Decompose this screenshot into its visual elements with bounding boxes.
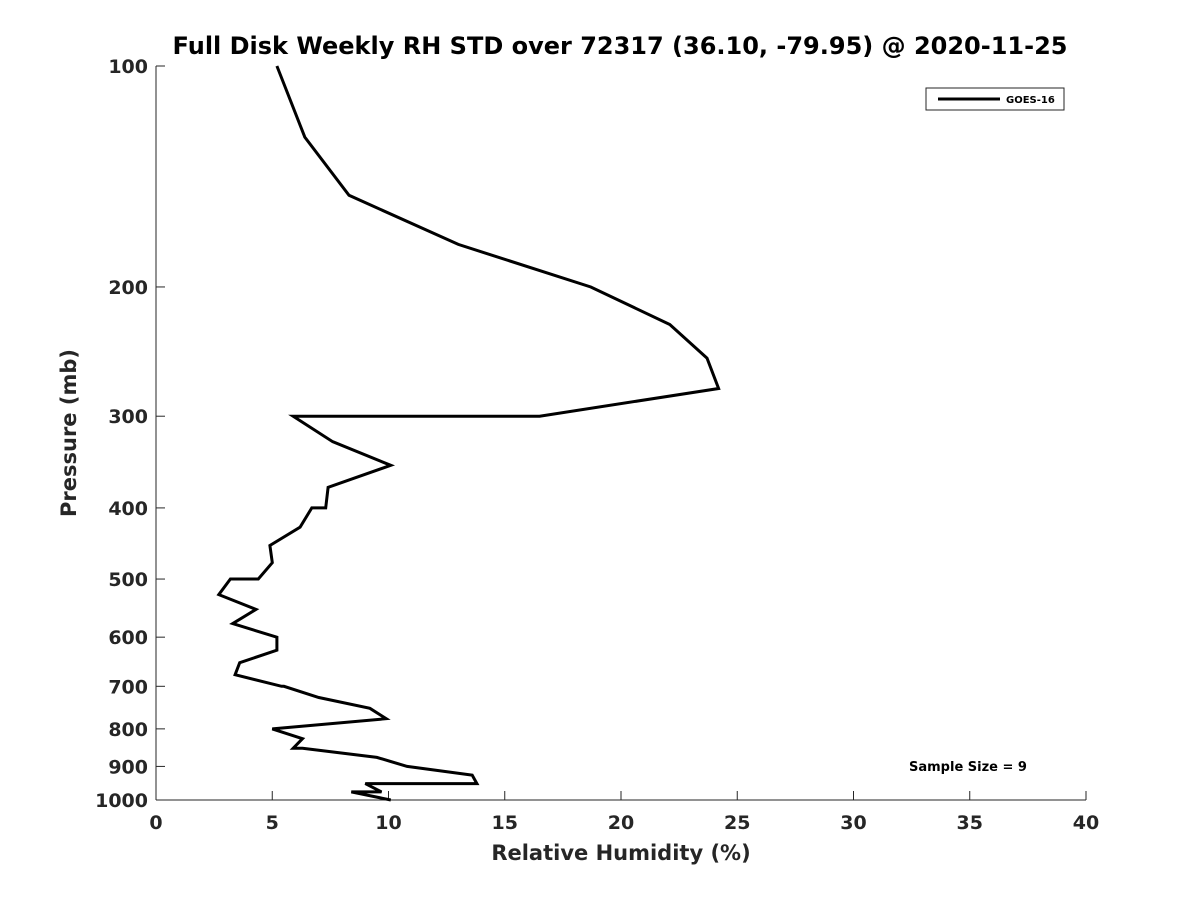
x-tick-label: 15 bbox=[492, 812, 518, 834]
x-ticks: 0 5 10 15 20 25 30 35 40 bbox=[149, 791, 1099, 834]
series-points bbox=[218, 65, 719, 801]
y-tick-label: 600 bbox=[108, 627, 148, 649]
x-tick-label: 0 bbox=[149, 812, 162, 834]
sample-size-annotation: Sample Size = 9 bbox=[909, 760, 1027, 775]
series-line-goes-16 bbox=[216, 65, 721, 802]
y-tick-label: 400 bbox=[108, 498, 148, 520]
plot-area: 0 5 10 15 20 25 30 35 40 100 200 300 400 500 600 700 80… bbox=[95, 56, 1099, 834]
x-tick-label: 30 bbox=[840, 812, 866, 834]
y-tick-label: 100 bbox=[108, 56, 148, 78]
x-tick-label: 35 bbox=[957, 812, 983, 834]
x-tick-label: 25 bbox=[724, 812, 750, 834]
x-tick-label: 20 bbox=[608, 812, 634, 834]
y-tick-label: 800 bbox=[108, 719, 148, 741]
x-tick-label: 5 bbox=[266, 812, 279, 834]
legend-label: GOES-16 bbox=[1006, 95, 1055, 106]
y-ticks: 100 200 300 400 500 600 700 800 900 1000 bbox=[95, 56, 165, 812]
chart-title: Full Disk Weekly RH STD over 72317 (36.1… bbox=[173, 32, 1068, 60]
x-tick-label: 40 bbox=[1073, 812, 1099, 834]
y-tick-label: 1000 bbox=[95, 790, 148, 812]
y-tick-label: 700 bbox=[108, 676, 148, 698]
y-tick-label: 500 bbox=[108, 569, 148, 591]
legend: GOES-16 bbox=[925, 87, 1065, 111]
y-tick-label: 900 bbox=[108, 756, 148, 778]
x-tick-label: 10 bbox=[375, 812, 401, 834]
y-tick-label: 200 bbox=[108, 277, 148, 299]
y-tick-label: 300 bbox=[108, 406, 148, 428]
y-axis-label: Pressure (mb) bbox=[57, 349, 81, 517]
x-axis-label: Relative Humidity (%) bbox=[491, 841, 750, 865]
